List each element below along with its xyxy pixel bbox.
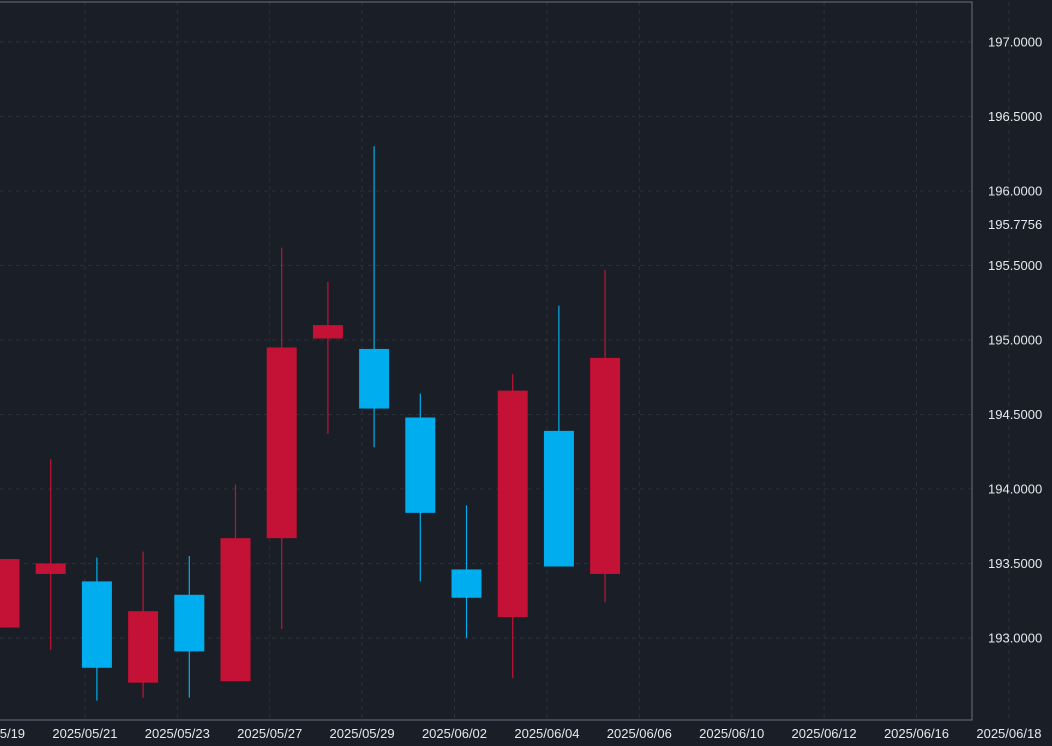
candle bbox=[35, 459, 66, 650]
y-tick-label: 194.0000 bbox=[988, 482, 1042, 497]
candle bbox=[543, 305, 574, 567]
candle-body bbox=[405, 417, 436, 513]
x-tick-label: 2025/05/21 bbox=[52, 726, 117, 741]
candle-body bbox=[359, 348, 390, 409]
candle-body bbox=[497, 390, 528, 618]
x-tick-label: 2025/06/12 bbox=[792, 726, 857, 741]
last-price-label: 195.7756 bbox=[988, 217, 1042, 232]
candle bbox=[359, 146, 390, 448]
candle bbox=[174, 556, 205, 698]
y-tick-label: 194.5000 bbox=[988, 407, 1042, 422]
y-tick-label: 196.0000 bbox=[988, 184, 1042, 199]
x-tick-label: 2025/06/06 bbox=[607, 726, 672, 741]
x-tick-label: 2025/06/04 bbox=[514, 726, 579, 741]
x-tick-label: 2025/06/16 bbox=[884, 726, 949, 741]
candle-body bbox=[266, 347, 297, 539]
candle-body bbox=[451, 569, 482, 598]
x-tick-label: 2025/05/23 bbox=[145, 726, 210, 741]
candle-body bbox=[220, 538, 251, 682]
candle bbox=[266, 247, 297, 630]
candle bbox=[451, 505, 482, 638]
candle bbox=[0, 559, 20, 628]
candle bbox=[81, 557, 112, 701]
y-tick-label: 193.0000 bbox=[988, 631, 1042, 646]
y-tick-label: 197.0000 bbox=[988, 35, 1042, 50]
y-tick-label: 196.5000 bbox=[988, 109, 1042, 124]
candle-body bbox=[0, 559, 20, 628]
x-tick-label: 2025/05/27 bbox=[237, 726, 302, 741]
candle-body bbox=[174, 594, 205, 652]
y-tick-label: 195.0000 bbox=[988, 333, 1042, 348]
candle bbox=[312, 281, 343, 434]
candle-body bbox=[128, 611, 159, 683]
candle-body bbox=[590, 357, 621, 574]
candle-body bbox=[543, 430, 574, 567]
plot-border bbox=[0, 1, 973, 721]
candles bbox=[0, 146, 621, 701]
candle-body bbox=[312, 325, 343, 339]
y-tick-label: 195.5000 bbox=[988, 258, 1042, 273]
price-axis: 193.0000 193.5000 194.0000 194.5000 195.0000… bbox=[988, 35, 1042, 646]
x-tick-label: 2025/06/02 bbox=[422, 726, 487, 741]
y-tick-label: 193.5000 bbox=[988, 556, 1042, 571]
x-tick-label: 2025/06/10 bbox=[699, 726, 764, 741]
candle-body bbox=[81, 581, 112, 668]
x-tick-label: 2025/05/19 bbox=[0, 726, 25, 741]
candle-body bbox=[35, 563, 66, 574]
x-tick-label: 2025/06/18 bbox=[976, 726, 1041, 741]
candle bbox=[128, 551, 159, 698]
candle bbox=[497, 374, 528, 679]
time-axis: 2025/05/19 2025/05/21 2025/05/23 2025/05/27… bbox=[0, 726, 1041, 741]
candle bbox=[220, 484, 251, 682]
x-tick-label: 2025/05/29 bbox=[330, 726, 395, 741]
candle bbox=[590, 269, 621, 603]
horizontal-grid bbox=[0, 41, 972, 639]
candle bbox=[405, 393, 436, 582]
